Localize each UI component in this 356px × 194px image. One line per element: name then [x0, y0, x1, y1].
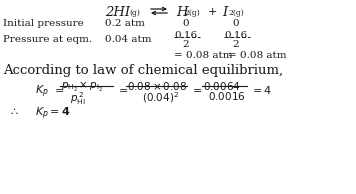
Text: $\therefore$: $\therefore$: [8, 106, 19, 116]
Text: (g): (g): [129, 9, 140, 17]
Text: $p^{\,2}_{\mathrm{HI}}$: $p^{\,2}_{\mathrm{HI}}$: [70, 90, 85, 107]
Text: $= 4$: $= 4$: [250, 84, 272, 96]
Text: H: H: [176, 6, 188, 19]
Text: $=$: $=$: [190, 84, 202, 94]
Text: +: +: [208, 7, 218, 17]
Text: 0: 0: [233, 19, 239, 28]
Text: 2HI: 2HI: [105, 6, 130, 19]
Text: = 0.08 atm: = 0.08 atm: [228, 51, 287, 60]
Text: 0.2 atm: 0.2 atm: [105, 19, 145, 28]
Text: 0.16: 0.16: [174, 31, 198, 40]
Text: $(0.04)^2$: $(0.04)^2$: [142, 90, 179, 105]
Text: 0.16: 0.16: [224, 31, 247, 40]
Text: 2: 2: [233, 40, 239, 49]
Text: $K_p = \mathbf{4}$: $K_p = \mathbf{4}$: [35, 106, 70, 122]
Text: = 0.08 atm: = 0.08 atm: [174, 51, 232, 60]
Text: 0.04 atm: 0.04 atm: [105, 35, 152, 44]
Text: Pressure at eqm.: Pressure at eqm.: [3, 35, 92, 44]
Text: $=$: $=$: [116, 84, 128, 94]
Text: 2: 2: [183, 40, 189, 49]
Text: 0: 0: [183, 19, 189, 28]
Text: 2(g): 2(g): [228, 9, 244, 17]
Text: According to law of chemical equilibrium,: According to law of chemical equilibrium…: [3, 64, 283, 77]
Text: 2(g): 2(g): [184, 9, 200, 17]
Text: $p_{\mathrm{H_2}} \times p_{\mathrm{I_2}}$: $p_{\mathrm{H_2}} \times p_{\mathrm{I_2}…: [61, 80, 103, 94]
Text: $0.0064$: $0.0064$: [203, 80, 241, 92]
Text: $K_p$: $K_p$: [35, 84, 49, 100]
Text: $0.08 \times 0.08$: $0.08 \times 0.08$: [127, 80, 187, 92]
Text: I: I: [222, 6, 227, 19]
Text: Initial pressure: Initial pressure: [3, 19, 84, 28]
Text: $=$: $=$: [52, 84, 64, 94]
Text: $0.0016$: $0.0016$: [208, 90, 246, 102]
